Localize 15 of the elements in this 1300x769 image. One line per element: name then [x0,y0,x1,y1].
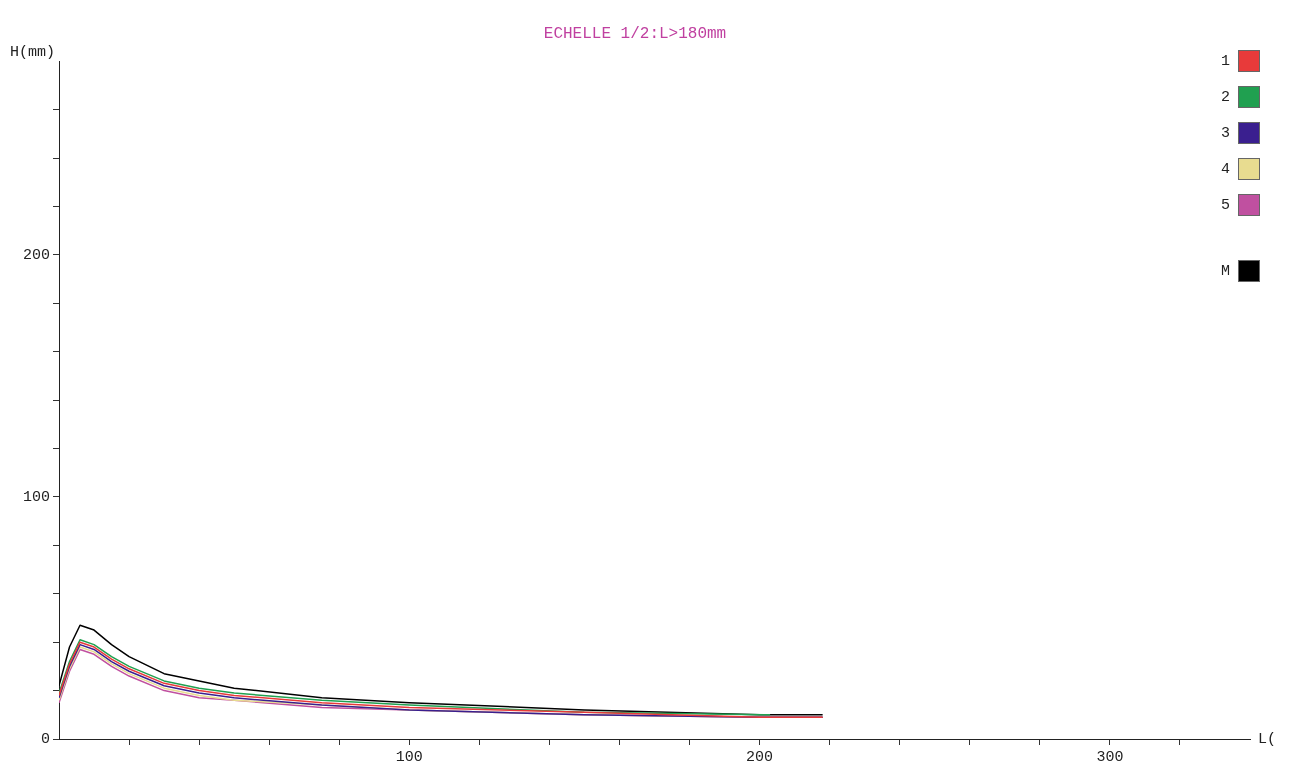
y-tick-label: 200 [22,246,50,264]
legend-label: 5 [1220,196,1230,214]
chart-title: ECHELLE 1/2:L>180mm [543,24,727,43]
legend-label: 2 [1220,88,1230,106]
legend-label: 1 [1220,52,1230,70]
y-tick-label: 0 [40,730,50,748]
x-tick-label: 300 [1096,748,1124,766]
legend-label: 4 [1220,160,1230,178]
legend-label: M [1220,262,1230,280]
x-axis-title: L( [1258,730,1277,748]
y-tick-label: 100 [22,488,50,506]
x-tick-label: 200 [746,748,774,766]
y-axis-title: H(mm) [10,43,56,61]
legend-label: 3 [1220,124,1230,142]
x-tick-label: 100 [395,748,423,766]
